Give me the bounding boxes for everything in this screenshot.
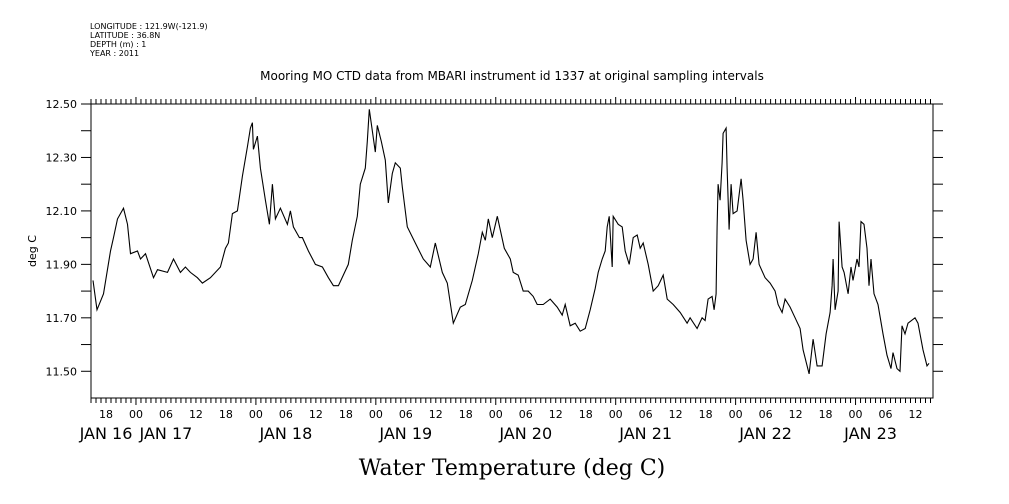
x-hour-label: 18: [99, 408, 113, 421]
x-hour-label: 12: [909, 408, 923, 421]
x-hour-label: 00: [369, 408, 383, 421]
x-day-label: JAN 21: [618, 424, 672, 443]
x-hour-label: 06: [399, 408, 413, 421]
y-tick-label: 11.90: [46, 258, 78, 271]
x-day-label: JAN 22: [738, 424, 792, 443]
x-hour-label: 12: [789, 408, 803, 421]
series-layer: [92, 109, 930, 375]
y-tick-label: 12.50: [46, 98, 78, 111]
x-hour-label: 06: [639, 408, 653, 421]
x-hour-label: 00: [129, 408, 143, 421]
y-tick-label: 11.70: [46, 312, 78, 325]
y-tick-label: 11.50: [46, 365, 78, 378]
x-hour-label: 06: [519, 408, 533, 421]
x-day-label: JAN 18: [258, 424, 312, 443]
metadata-latitude: LATITUDE : 36.8N: [90, 31, 161, 40]
metadata-year: YEAR : 2011: [90, 49, 140, 58]
x-hour-label: 18: [699, 408, 713, 421]
x-hour-label: 18: [219, 408, 233, 421]
x-hour-label: 12: [309, 408, 323, 421]
x-hour-label: 00: [849, 408, 863, 421]
x-hour-label: 18: [459, 408, 473, 421]
y-axis-label: deg C: [26, 235, 39, 267]
x-hour-label: 06: [759, 408, 773, 421]
x-hour-label: 00: [609, 408, 623, 421]
y-tick-label: 12.10: [46, 205, 78, 218]
x-hour-label: 06: [279, 408, 293, 421]
x-hour-label: 06: [879, 408, 893, 421]
metadata-depth: DEPTH (m) : 1: [90, 40, 147, 49]
metadata-longitude: LONGITUDE : 121.9W(-121.9): [90, 22, 208, 31]
x-day-label: JAN 19: [378, 424, 432, 443]
x-hour-label: 12: [189, 408, 203, 421]
temperature-line: [92, 109, 930, 375]
x-hour-label: 00: [729, 408, 743, 421]
x-hour-label: 00: [489, 408, 503, 421]
x-axis: 18 00 06 12 18 00 06 12 18 00 06 12 18 00 06 12 18 00 06 12…: [79, 97, 932, 443]
x-axis-label: Water Temperature (deg C): [359, 456, 666, 481]
y-axis: 12.50 12.30 12.10 11.90 11.70 11.50: [46, 98, 943, 378]
plot-border: [90, 103, 934, 399]
metadata-block: LONGITUDE : 121.9W(-121.9) LATITUDE : 36…: [90, 22, 208, 58]
x-day-label: JAN 16: [79, 424, 133, 443]
x-hour-label: 18: [339, 408, 353, 421]
x-hour-label: 18: [579, 408, 593, 421]
x-day-label: JAN 23: [843, 424, 897, 443]
y-tick-label: 12.30: [46, 151, 78, 164]
x-hour-label: 06: [159, 408, 173, 421]
plot-frame: [90, 103, 934, 399]
x-hour-label: 12: [429, 408, 443, 421]
x-hour-label: 00: [249, 408, 263, 421]
x-day-label: JAN 20: [498, 424, 552, 443]
x-hour-label: 12: [549, 408, 563, 421]
x-hour-label: 12: [669, 408, 683, 421]
x-hour-label: 18: [819, 408, 833, 421]
x-day-label: JAN 17: [139, 424, 193, 443]
chart-title: Mooring MO CTD data from MBARI instrumen…: [260, 69, 764, 83]
